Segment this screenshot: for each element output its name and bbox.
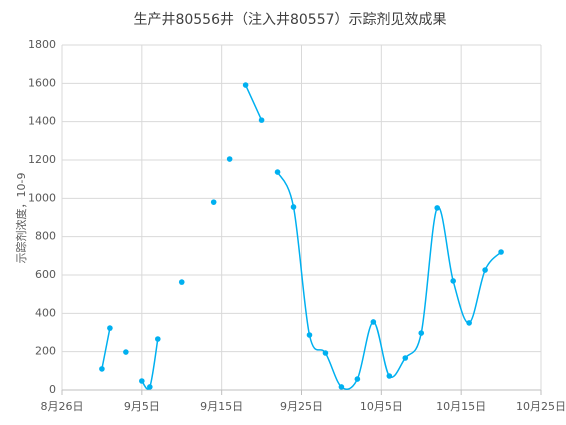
data-point xyxy=(498,249,504,255)
data-point xyxy=(482,267,488,273)
data-point xyxy=(354,376,361,382)
data-point xyxy=(322,350,329,356)
data-point xyxy=(434,205,441,211)
data-point xyxy=(306,332,313,338)
data-point xyxy=(450,278,456,284)
data-point xyxy=(370,319,377,325)
data-point xyxy=(99,366,105,372)
y-tick-label: 400 xyxy=(35,306,56,319)
y-tick-label: 1800 xyxy=(28,38,56,51)
y-tick-label: 0 xyxy=(49,383,56,396)
data-point xyxy=(466,320,472,326)
y-tick-label: 1200 xyxy=(28,153,56,166)
data-point xyxy=(210,199,217,205)
y-tick-label: 1400 xyxy=(28,115,56,128)
data-point xyxy=(402,355,409,361)
data-point xyxy=(147,384,153,390)
data-point xyxy=(139,378,145,384)
x-tick-label: 10月15日 xyxy=(436,400,486,413)
chart-title: 生产井80556井（注入井80557）示踪剂见效成果 xyxy=(133,12,446,28)
data-point xyxy=(418,330,425,336)
data-point xyxy=(123,349,129,355)
data-point xyxy=(274,169,281,175)
y-tick-label: 1000 xyxy=(28,191,56,204)
data-point xyxy=(226,156,233,162)
data-point xyxy=(107,325,113,331)
x-tick-label: 9月15日 xyxy=(200,400,243,413)
x-tick-label: 10月25日 xyxy=(516,400,566,413)
y-axis-label: 示踪剂浓度，10-9 xyxy=(14,173,28,264)
y-tick-label: 200 xyxy=(35,345,56,358)
data-point xyxy=(290,204,297,210)
x-tick-label: 9月25日 xyxy=(280,400,323,413)
data-point xyxy=(386,373,393,379)
x-tick-label: 9月5日 xyxy=(124,400,160,413)
data-point xyxy=(155,336,161,342)
data-point xyxy=(178,279,185,285)
y-tick-label: 800 xyxy=(35,230,56,243)
data-point xyxy=(242,82,249,88)
x-tick-label: 10月5日 xyxy=(360,400,403,413)
y-tick-label: 600 xyxy=(35,268,56,281)
data-point xyxy=(258,117,265,123)
y-tick-label: 1600 xyxy=(28,76,56,89)
x-tick-label: 8月26日 xyxy=(41,400,84,413)
data-point xyxy=(338,384,345,390)
